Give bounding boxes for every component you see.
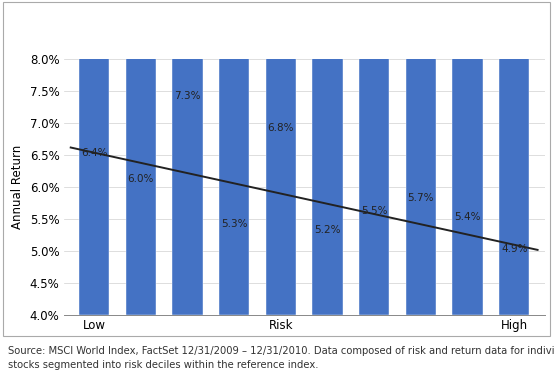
Bar [219,0,249,315]
Text: 5.5%: 5.5% [361,206,387,216]
Bar [312,0,343,315]
Text: 6.8%: 6.8% [268,123,294,133]
Bar [265,0,296,315]
Text: 6.0%: 6.0% [127,174,154,184]
Bar [172,0,203,315]
Text: Figure 2: Broad equity return deciles by risk (volatility), 2001-2010: Figure 2: Broad equity return deciles by… [8,16,514,29]
Bar [79,0,109,315]
Text: 6.4%: 6.4% [81,148,107,159]
Text: 7.3%: 7.3% [174,91,201,101]
Text: 5.2%: 5.2% [314,225,341,235]
Text: 5.3%: 5.3% [221,219,248,229]
Y-axis label: Annual Return: Annual Return [11,145,24,229]
Text: 5.4%: 5.4% [454,212,481,222]
Text: 5.7%: 5.7% [408,193,434,203]
Bar [499,2,530,315]
Text: 4.9%: 4.9% [501,244,527,254]
Text: stocks segmented into risk deciles within the reference index.: stocks segmented into risk deciles withi… [8,360,319,370]
Bar [453,0,483,315]
Bar [126,0,156,315]
Text: Source: MSCI World Index, FactSet 12/31/2009 – 12/31/2010. Data composed of risk: Source: MSCI World Index, FactSet 12/31/… [8,346,554,356]
Bar [359,0,389,315]
Bar [406,0,436,315]
